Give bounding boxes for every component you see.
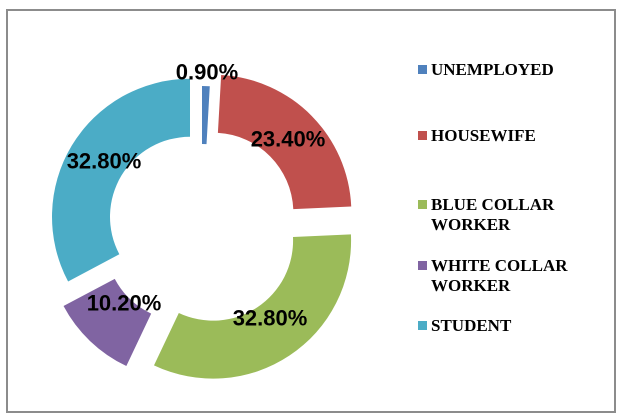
data-label-student: 32.80%	[67, 149, 142, 174]
legend-swatch	[418, 131, 427, 140]
legend-item-housewife: HOUSEWIFE	[418, 126, 608, 146]
data-label-unemployed: 0.90%	[176, 60, 238, 85]
legend-swatch	[418, 65, 427, 74]
legend-label: STUDENT	[431, 316, 512, 335]
slice-unemployed	[202, 86, 210, 145]
legend-swatch	[418, 321, 427, 330]
data-label-housewife: 23.40%	[251, 127, 326, 152]
slice-student	[52, 78, 191, 282]
data-label-white-collar-worker: 10.20%	[87, 291, 162, 316]
data-label-blue-collar-worker: 32.80%	[233, 306, 308, 331]
slice-white-collar-worker	[63, 278, 152, 367]
legend-label: UNEMPLOYED	[431, 60, 554, 79]
legend-swatch	[418, 200, 427, 209]
legend-swatch	[418, 261, 427, 270]
legend-label: WHITE COLLAR WORKER	[431, 256, 568, 295]
slice-blue-collar-worker	[153, 234, 352, 379]
data-labels-group: 0.90% 23.40% 32.80% 10.20% 32.80%	[67, 60, 326, 331]
slices-group	[52, 74, 352, 379]
legend-label: HOUSEWIFE	[431, 126, 536, 145]
legend-item-unemployed: UNEMPLOYED	[418, 60, 608, 80]
legend-item-white-collar-worker: WHITE COLLAR WORKER	[418, 256, 608, 296]
legend-item-student: STUDENT	[418, 316, 608, 336]
legend-item-blue-collar-worker: BLUE COLLAR WORKER	[418, 195, 608, 235]
slice-housewife	[217, 74, 352, 210]
legend-label: BLUE COLLAR WORKER	[431, 195, 555, 234]
